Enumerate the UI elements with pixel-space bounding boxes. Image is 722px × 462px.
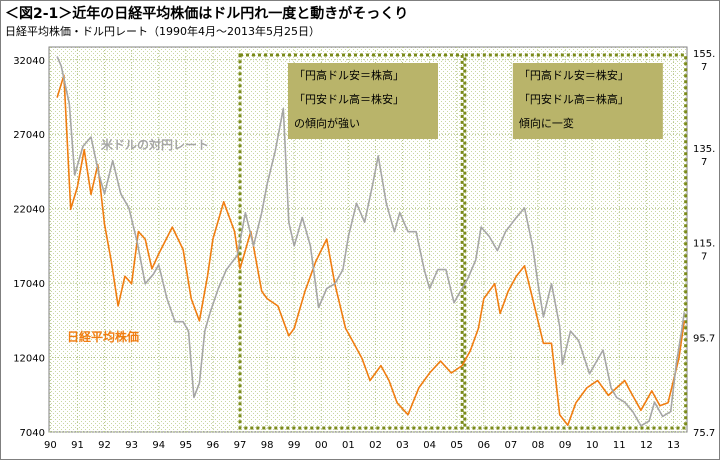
callout-box-2: [512, 63, 663, 139]
left-axis-tick-label: 12040: [13, 354, 45, 365]
callout-line: 「円高ドル安＝株高」: [294, 68, 404, 82]
usdjpy-series-line: [56, 56, 686, 427]
x-axis-tick-label: 03: [396, 440, 409, 451]
x-axis-tick-label: 95: [179, 440, 192, 451]
callouts: 「円高ドル安＝株高」「円安ドル高＝株安」の傾向が強い 「円高ドル安＝株安」「円安ド…: [287, 63, 663, 139]
right-axis-tick-label: 155. 7: [693, 49, 715, 73]
x-axis-tick-label: 93: [125, 440, 138, 451]
left-axis-tick-label: 32040: [13, 56, 45, 67]
x-axis-tick-label: 00: [315, 440, 328, 451]
x-axis-tick-label: 11: [613, 440, 626, 451]
x-axis-tick-label: 09: [559, 440, 572, 451]
x-axis-tick-label: 07: [505, 440, 518, 451]
x-axis-tick-label: 96: [207, 440, 220, 451]
left-axis-tick-label: 7040: [20, 428, 45, 439]
left-axis-tick-label: 22040: [13, 205, 45, 216]
x-axis-tick-label: 05: [450, 440, 463, 451]
right-axis-tick-label: 115. 7: [693, 239, 715, 263]
nikkei-series-line: [56, 74, 686, 426]
left-axis-tick-label: 27040: [13, 130, 45, 141]
x-axis-tick-label: 04: [423, 440, 436, 451]
x-axis-tick-label: 10: [586, 440, 599, 451]
x-axis-tick-label: 13: [667, 440, 680, 451]
x-axis-tick-label: 91: [71, 440, 84, 451]
x-axis-tick-label: 97: [234, 440, 247, 451]
callout-line: の傾向が強い: [294, 116, 360, 130]
series-label-nikkei: 日経平均株価: [67, 329, 139, 344]
chart-title: ＜図2-1＞近年の日経平均株価はドル円れ一度と動きがそっくり: [5, 6, 409, 22]
x-axis-tick-label: 99: [288, 440, 301, 451]
x-axis-tick-label: 02: [369, 440, 382, 451]
x-axis-tick-label: 98: [261, 440, 274, 451]
x-axis-tick-label: 92: [98, 440, 111, 451]
callout-line: 「円安ドル高＝株高」: [519, 92, 629, 106]
callout-line: 「円安ドル高＝株安」: [294, 92, 404, 106]
callout-line: 傾向に一変: [519, 116, 574, 130]
right-axis-tick-label: 95.7: [693, 333, 715, 344]
shaded-period-2: [463, 53, 688, 430]
series-label-usd: 米ドルの対円レート: [101, 137, 209, 152]
x-axis-tick-label: 01: [342, 440, 355, 451]
x-axis-tick-label: 06: [477, 440, 490, 451]
x-axis-tick-label: 94: [152, 440, 165, 451]
chart-subtitle: 日経平均株価・ドル円レート（1990年4月～2013年5月25日）: [5, 25, 320, 38]
right-axis-tick-label: 135. 7: [693, 144, 715, 168]
right-axis-tick-label: 75.7: [693, 428, 715, 439]
callout-line: 「円高ドル安＝株安」: [519, 68, 629, 82]
x-axis-tick-label: 12: [640, 440, 653, 451]
callout-box-1: [287, 63, 438, 139]
series-layer: [56, 56, 686, 427]
x-axis-tick-label: 08: [532, 440, 545, 451]
axis-layer: 32040 27040 22040 17040 12040 7040 155. 7 135. 7 1…: [13, 49, 715, 451]
x-axis-tick-label: 90: [44, 440, 57, 451]
left-axis-tick-label: 17040: [13, 279, 45, 290]
